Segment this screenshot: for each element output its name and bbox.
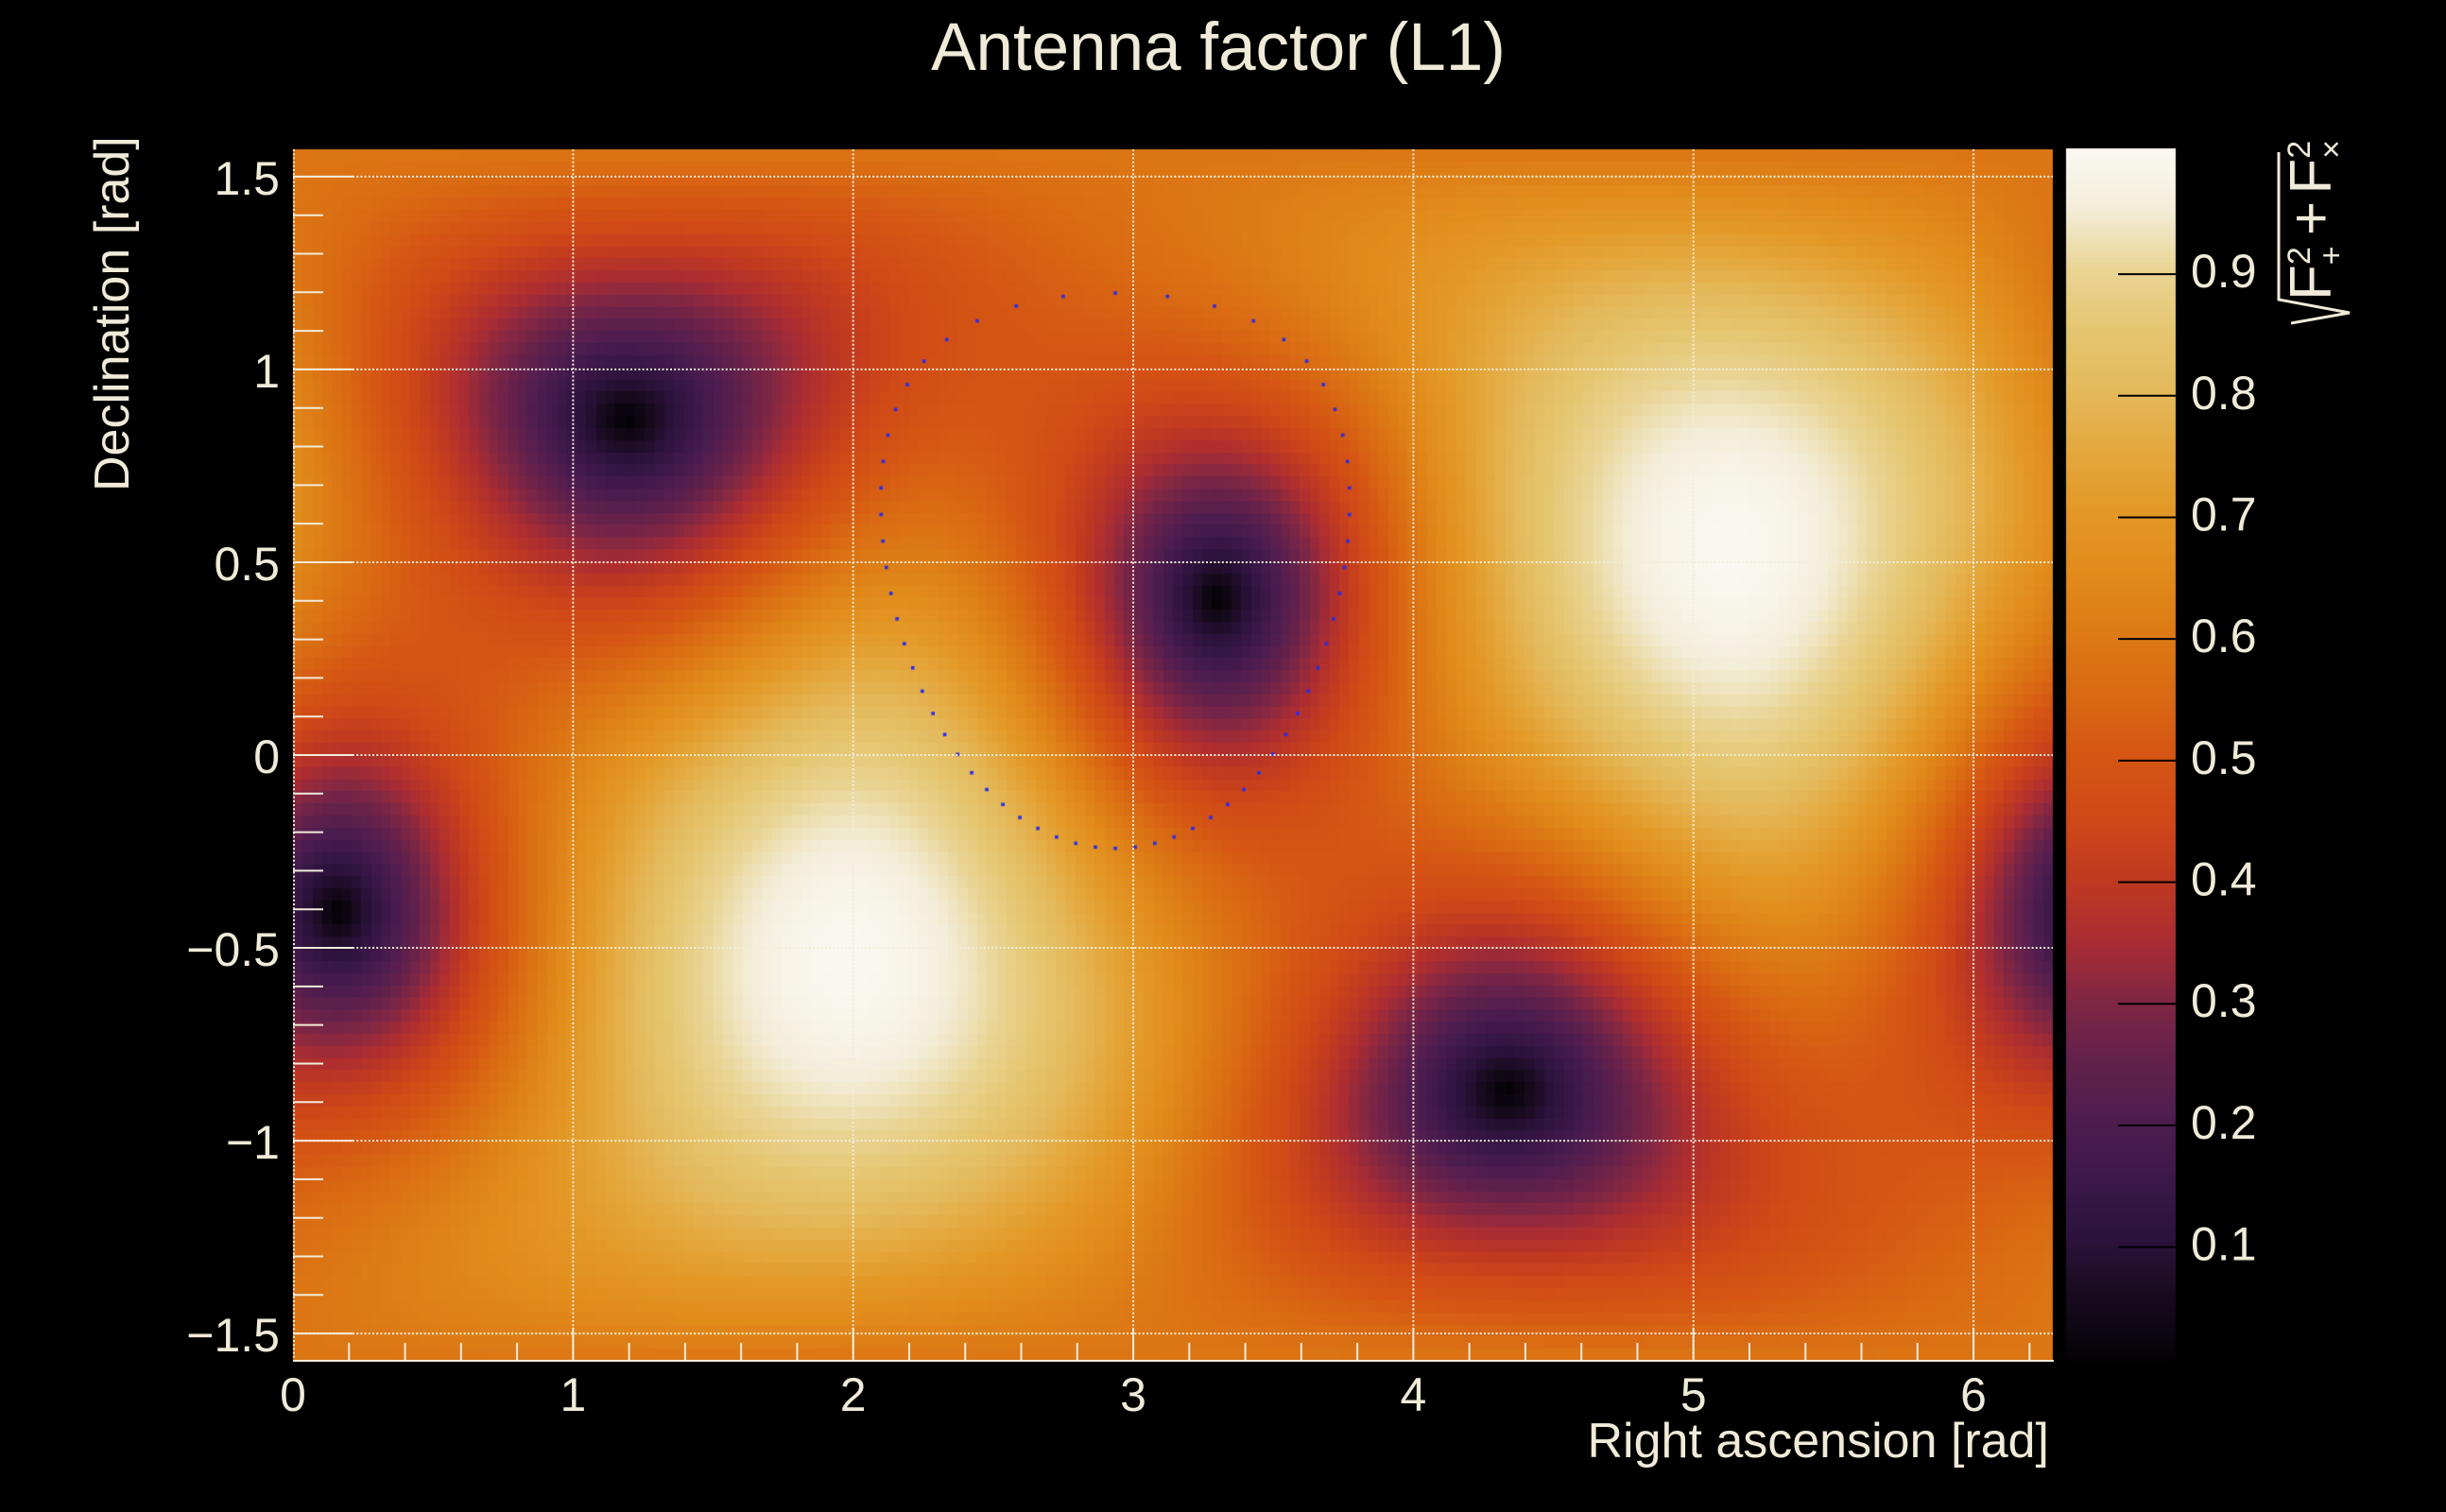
- svg-text:5: 5: [1680, 1368, 1707, 1421]
- svg-text:0.1: 0.1: [2191, 1218, 2257, 1271]
- svg-text:4: 4: [1400, 1368, 1426, 1421]
- svg-text:1.5: 1.5: [214, 152, 280, 205]
- svg-text:0.3: 0.3: [2191, 974, 2257, 1027]
- svg-text:F2+ + F2×: F2+ + F2×: [2279, 140, 2350, 301]
- svg-text:0.9: 0.9: [2191, 245, 2257, 298]
- svg-text:0.5: 0.5: [2191, 731, 2257, 784]
- svg-text:1: 1: [560, 1368, 586, 1421]
- svg-text:6: 6: [1960, 1368, 1987, 1421]
- svg-text:0.4: 0.4: [2191, 853, 2257, 906]
- svg-text:0.8: 0.8: [2191, 367, 2257, 420]
- svg-text:Antenna factor (L1): Antenna factor (L1): [931, 10, 1506, 85]
- svg-text:Right ascension [rad]: Right ascension [rad]: [1588, 1414, 2050, 1469]
- svg-text:0: 0: [280, 1368, 306, 1421]
- svg-text:2: 2: [840, 1368, 867, 1421]
- svg-text:3: 3: [1120, 1368, 1146, 1421]
- svg-text:0.2: 0.2: [2191, 1096, 2257, 1149]
- svg-text:−1: −1: [226, 1116, 280, 1169]
- svg-text:0.5: 0.5: [214, 538, 280, 591]
- svg-text:1: 1: [253, 345, 280, 398]
- svg-text:0: 0: [253, 730, 280, 783]
- svg-text:Declination [rad]: Declination [rad]: [85, 136, 140, 491]
- svg-text:0.7: 0.7: [2191, 488, 2257, 541]
- svg-text:−0.5: −0.5: [186, 923, 280, 976]
- svg-text:−1.5: −1.5: [186, 1309, 280, 1362]
- svg-text:0.6: 0.6: [2191, 610, 2257, 662]
